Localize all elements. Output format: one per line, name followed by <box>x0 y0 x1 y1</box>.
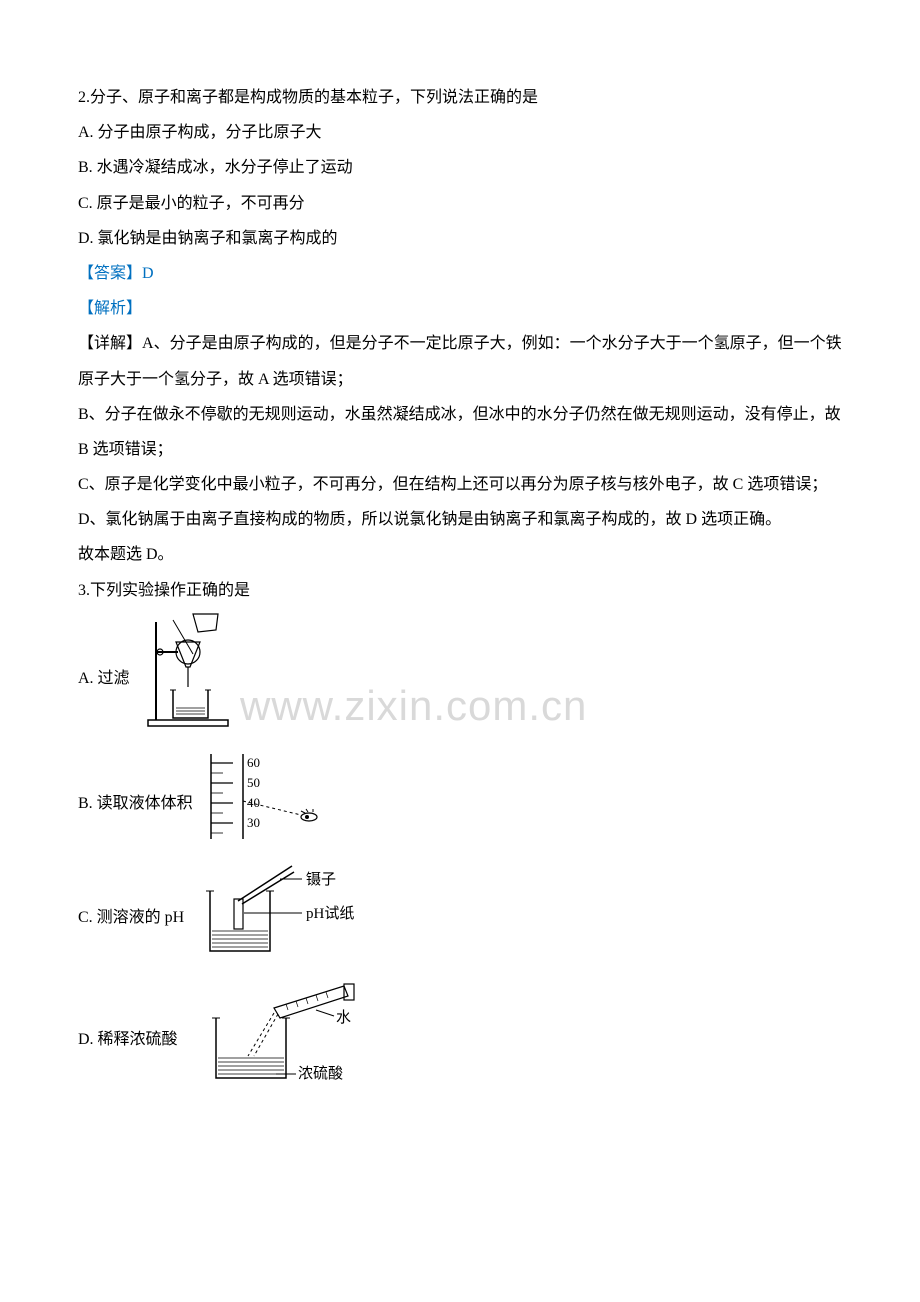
q3-option-b-row: B. 读取液体体积 60 50 40 30 <box>78 749 842 857</box>
ph-paper-label: pH试纸 <box>306 905 354 922</box>
q3-option-d-row: D. 稀释浓硫酸 <box>78 978 842 1101</box>
dilute-diagram: 水 浓硫酸 <box>186 978 406 1101</box>
filtration-diagram <box>138 612 268 745</box>
q2-analysis-label: 【解析】 <box>78 291 842 326</box>
tweezers-label: 镊子 <box>306 871 336 888</box>
q3-option-d-label: D. 稀释浓硫酸 <box>78 1022 178 1057</box>
answer-label: 【答案】 <box>78 265 142 282</box>
q3-option-c-label: C. 测溶液的 pH <box>78 900 184 935</box>
tick-60: 60 <box>247 755 260 770</box>
detail-a-text: A、分子是由原子构成的，但是分子不一定比原子大，例如：一个水分子大于一个氢原子，… <box>78 335 842 387</box>
q3-option-a-row: A. 过滤 <box>78 612 842 745</box>
acid-label: 浓硫酸 <box>298 1065 343 1082</box>
tick-30: 30 <box>247 815 260 830</box>
q3-option-a-label: A. 过滤 <box>78 661 130 696</box>
q2-answer: 【答案】D <box>78 256 842 291</box>
q2-option-c: C. 原子是最小的粒子，不可再分 <box>78 186 842 221</box>
q2-stem: 2.分子、原子和离子都是构成物质的基本粒子，下列说法正确的是 <box>78 80 842 115</box>
tick-50: 50 <box>247 775 260 790</box>
q2-detail-d: D、氯化钠属于由离子直接构成的物质，所以说氯化钠是由钠离子和氯离子构成的，故 D… <box>78 502 842 537</box>
q3-option-c-row: C. 测溶液的 pH 镊子 <box>78 861 842 974</box>
cylinder-diagram: 60 50 40 30 <box>201 749 331 857</box>
q2-conclusion: 故本题选 D。 <box>78 537 842 572</box>
q2-detail-a: 【详解】A、分子是由原子构成的，但是分子不一定比原子大，例如：一个水分子大于一个… <box>78 326 842 396</box>
ph-diagram: 镊子 pH试纸 <box>192 861 382 974</box>
answer-value: D <box>142 265 154 282</box>
q2-detail-b: B、分子在做永不停歇的无规则运动，水虽然凝结成冰，但冰中的水分子仍然在做无规则运… <box>78 397 842 467</box>
detail-prefix: 【详解】 <box>78 335 142 352</box>
q2-option-d: D. 氯化钠是由钠离子和氯离子构成的 <box>78 221 842 256</box>
q2-detail-c: C、原子是化学变化中最小粒子，不可再分，但在结构上还可以再分为原子核与核外电子，… <box>78 467 842 502</box>
q2-option-a: A. 分子由原子构成，分子比原子大 <box>78 115 842 150</box>
q3-option-b-label: B. 读取液体体积 <box>78 786 193 821</box>
water-label: 水 <box>336 1009 351 1026</box>
q3-stem: 3.下列实验操作正确的是 <box>78 573 842 608</box>
q2-option-b: B. 水遇冷凝结成冰，水分子停止了运动 <box>78 150 842 185</box>
